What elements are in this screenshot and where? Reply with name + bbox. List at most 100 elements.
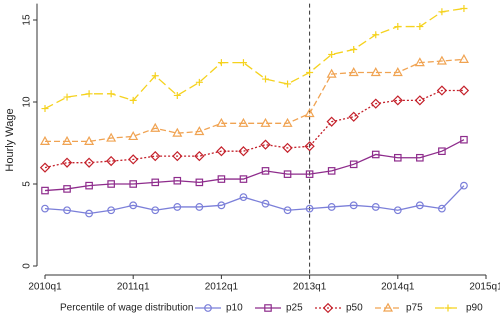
point: [282, 142, 293, 154]
point: [438, 8, 446, 16]
point: [393, 206, 402, 215]
legend-label: p10: [226, 303, 243, 314]
point: [306, 68, 314, 76]
point: [394, 153, 402, 162]
point: [458, 53, 469, 63]
legend-marker: [204, 304, 212, 312]
point: [239, 59, 247, 67]
series: [41, 5, 468, 113]
legend-label: p50: [346, 303, 363, 314]
point: [348, 67, 359, 77]
point: [392, 95, 403, 106]
point: [151, 206, 160, 215]
point: [172, 127, 183, 137]
series: [39, 85, 470, 173]
point: [84, 135, 95, 145]
y-axis-label: Hourly Wage: [4, 108, 16, 171]
point: [283, 206, 292, 215]
point: [107, 180, 115, 188]
point: [107, 90, 115, 98]
point: [150, 122, 161, 132]
point: [173, 176, 182, 185]
point: [128, 131, 139, 141]
legend-item: p25: [255, 303, 303, 314]
point: [372, 31, 380, 39]
point: [85, 209, 93, 218]
point: [194, 126, 205, 136]
legend-label: p25: [286, 303, 303, 314]
point: [458, 85, 470, 96]
point: [195, 203, 204, 211]
legend-marker: [322, 302, 334, 314]
point: [326, 68, 337, 78]
series: [41, 181, 468, 218]
point: [239, 175, 248, 183]
point: [414, 57, 425, 67]
x-tick-label: 2010q1: [28, 282, 62, 293]
point: [283, 170, 292, 178]
point: [261, 199, 270, 208]
point: [394, 23, 402, 31]
series: [41, 135, 468, 195]
y-tick-label: 0: [22, 263, 33, 269]
point: [349, 160, 358, 169]
point: [216, 146, 227, 157]
point: [41, 204, 49, 213]
point: [41, 186, 49, 195]
point: [327, 167, 336, 175]
point: [217, 175, 226, 183]
legend-marker: [264, 304, 272, 312]
point: [62, 135, 73, 145]
legend-item: p10: [195, 303, 243, 314]
series-line: [45, 58, 464, 143]
legend-marker: [382, 302, 394, 312]
point: [85, 181, 93, 190]
point: [129, 201, 138, 210]
point: [415, 201, 424, 210]
point: [106, 132, 117, 142]
point: [150, 150, 161, 162]
point: [129, 180, 138, 188]
point: [414, 95, 425, 106]
point: [129, 96, 137, 104]
point: [128, 154, 139, 165]
point: [151, 178, 160, 187]
y-tick-label: 10: [22, 96, 33, 108]
x-tick-label: 2013q1: [293, 282, 327, 293]
point: [41, 105, 49, 113]
series-line: [44, 7, 465, 110]
point: [238, 117, 249, 127]
point: [349, 201, 358, 210]
point: [63, 185, 71, 193]
point: [284, 80, 292, 88]
point: [392, 67, 403, 77]
point: [416, 23, 424, 31]
x-tick-label: 2011q1: [117, 282, 150, 293]
point: [194, 150, 205, 162]
point: [195, 78, 203, 86]
point: [151, 72, 159, 80]
x-tick-label: 2015q1: [469, 282, 500, 293]
point: [304, 108, 315, 118]
point: [370, 98, 381, 109]
point: [326, 116, 337, 127]
point: [39, 135, 51, 145]
point: [416, 153, 424, 162]
point: [305, 170, 314, 178]
point: [63, 206, 71, 215]
point: [436, 85, 448, 96]
point: [172, 150, 183, 162]
point: [63, 93, 71, 101]
point: [282, 117, 293, 127]
legend-item: p90: [435, 303, 483, 314]
x-tick-label: 2012q1: [205, 282, 239, 293]
point: [460, 5, 468, 13]
point: [238, 146, 249, 157]
point: [217, 59, 225, 67]
point: [83, 157, 95, 168]
point: [106, 155, 117, 167]
legend-label: p75: [406, 303, 423, 314]
point: [327, 203, 336, 211]
legend-label: p90: [466, 303, 483, 314]
point: [61, 157, 73, 168]
